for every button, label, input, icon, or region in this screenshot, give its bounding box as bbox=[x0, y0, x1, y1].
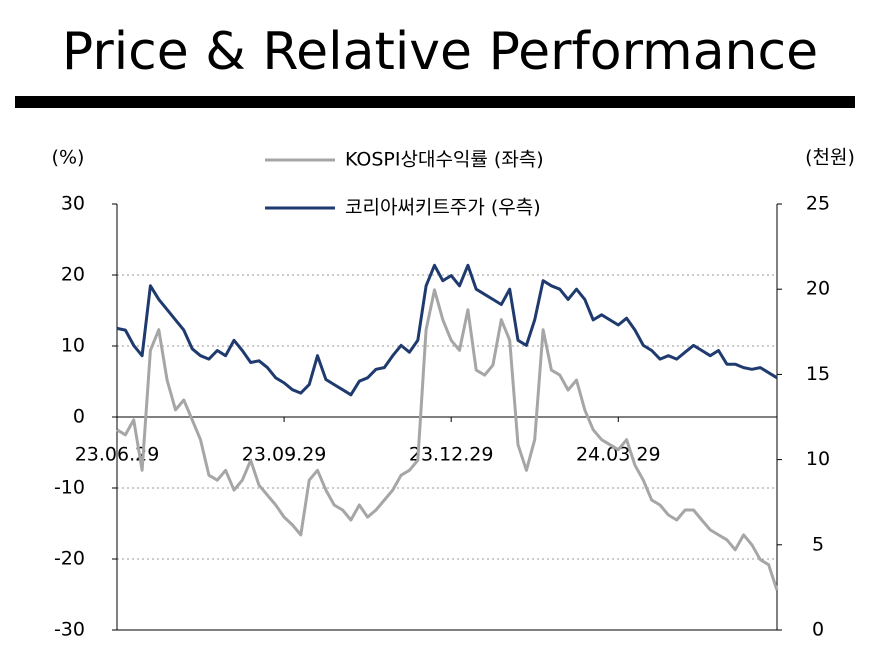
y-tick-label: 0 bbox=[73, 406, 85, 428]
x-tick-label: 23.12.29 bbox=[409, 444, 494, 466]
y2-tick-label: 5 bbox=[812, 533, 824, 555]
legend-label: 코리아써키트주가 (우측) bbox=[345, 197, 541, 219]
y2-tick-label: 20 bbox=[806, 278, 830, 300]
x-tick-label: 24.03.29 bbox=[576, 444, 661, 466]
y2-axis-label: (천원) bbox=[805, 147, 855, 169]
y-tick-label: -20 bbox=[54, 548, 85, 570]
y-tick-label: 10 bbox=[61, 335, 85, 357]
y2-tick-label: 25 bbox=[806, 193, 830, 215]
chart-title: Price & Relative Performance bbox=[62, 22, 818, 82]
y2-tick-label: 15 bbox=[806, 363, 830, 385]
x-tick-label: 23.06.29 bbox=[75, 444, 160, 466]
series-line bbox=[116, 263, 778, 397]
y-tick-label: 30 bbox=[61, 193, 85, 215]
y-axis-label: (%) bbox=[52, 147, 85, 169]
y2-tick-label: 0 bbox=[812, 619, 824, 641]
title-bar bbox=[15, 96, 855, 108]
series-line bbox=[116, 288, 779, 591]
y2-tick-label: 10 bbox=[806, 448, 830, 470]
legend-label: KOSPI상대수익률 (좌측) bbox=[345, 149, 544, 171]
y-tick-label: -30 bbox=[54, 619, 85, 641]
y-tick-label: -10 bbox=[54, 477, 85, 499]
y-tick-label: 20 bbox=[61, 264, 85, 286]
x-tick-label: 23.09.29 bbox=[242, 444, 327, 466]
